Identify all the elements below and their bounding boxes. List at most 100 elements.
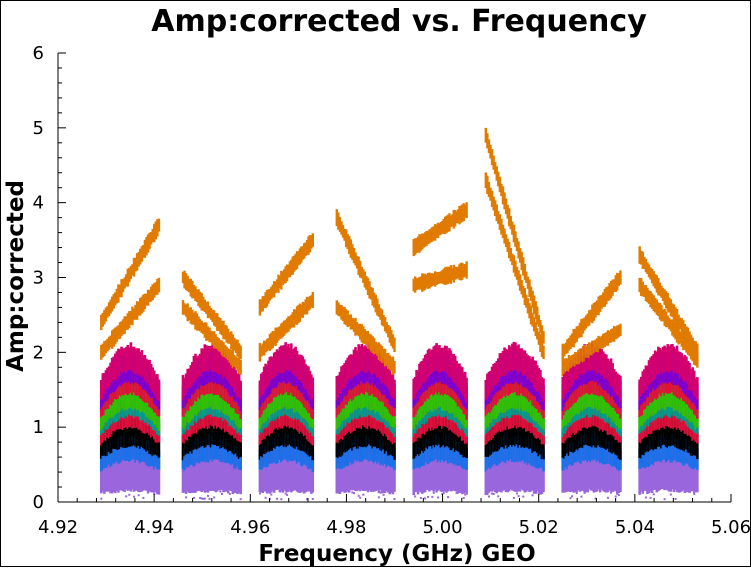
data-point-upper xyxy=(500,183,503,197)
data-point-column xyxy=(658,384,662,411)
data-point-upper xyxy=(114,292,117,306)
data-point-outlier xyxy=(142,496,145,499)
data-point-column xyxy=(368,444,371,491)
data-point-column xyxy=(267,452,270,493)
data-point-upper xyxy=(597,296,600,316)
data-point-upper xyxy=(492,155,495,170)
data-point-column xyxy=(347,451,351,493)
data-point-column xyxy=(652,447,655,490)
data-point-column xyxy=(423,393,427,416)
data-point-column xyxy=(682,410,685,431)
data-point-column xyxy=(365,446,368,491)
data-point-upper xyxy=(451,268,454,281)
data-point-column xyxy=(137,348,140,376)
data-point-column xyxy=(639,398,643,417)
data-point-column xyxy=(362,445,365,491)
data-point-upper xyxy=(453,266,457,280)
data-point-column xyxy=(390,445,393,468)
data-point-upper xyxy=(298,303,302,322)
data-point-column xyxy=(214,433,218,460)
data-point-column xyxy=(308,430,312,457)
data-point-column xyxy=(347,382,351,402)
data-point-column xyxy=(106,367,109,389)
data-point-upper xyxy=(267,337,270,350)
data-point-column xyxy=(233,426,236,455)
data-point-upper xyxy=(183,270,186,289)
data-point-upper xyxy=(675,308,679,328)
data-point-column xyxy=(614,454,618,492)
data-point-column xyxy=(649,426,652,451)
data-point-column xyxy=(605,440,608,465)
data-point-column xyxy=(678,351,682,379)
data-point-column xyxy=(653,350,657,380)
data-point-column xyxy=(685,437,688,464)
data-point-column xyxy=(674,348,677,373)
data-point-column xyxy=(537,431,541,457)
data-point-column xyxy=(138,352,142,376)
data-point-upper xyxy=(184,304,188,317)
data-point-column xyxy=(363,345,367,373)
data-point-column xyxy=(121,383,125,409)
data-point-column xyxy=(611,363,614,388)
data-point-upper xyxy=(509,247,512,262)
y-tick-label: 3 xyxy=(33,268,44,289)
data-point-column xyxy=(157,451,161,470)
data-point-column xyxy=(452,381,456,400)
data-point-column xyxy=(282,417,286,448)
data-point-upper xyxy=(680,332,683,347)
data-point-upper xyxy=(139,298,142,316)
data-point-column xyxy=(435,444,438,493)
data-point-column xyxy=(129,405,133,428)
data-point-column xyxy=(446,384,450,411)
data-point-column xyxy=(577,388,580,415)
data-point-upper xyxy=(693,346,696,365)
data-point-column xyxy=(214,446,218,493)
data-point-column xyxy=(305,400,309,421)
data-point-column xyxy=(486,396,489,415)
data-point-column xyxy=(598,387,602,410)
data-point-column xyxy=(531,421,534,454)
data-point-upper xyxy=(192,312,196,325)
data-point-column xyxy=(120,404,123,430)
data-point-column xyxy=(236,454,239,494)
data-point-column xyxy=(382,423,385,450)
data-point-column xyxy=(198,437,202,464)
data-point-column xyxy=(362,435,365,462)
data-point-column xyxy=(157,379,161,401)
data-point-column xyxy=(200,348,203,377)
data-point-column xyxy=(448,388,451,414)
data-point-column xyxy=(192,450,196,493)
data-point-upper xyxy=(458,264,461,280)
data-point-column xyxy=(422,395,426,419)
data-point-upper xyxy=(418,234,421,253)
data-point-column xyxy=(561,376,565,400)
data-point-column xyxy=(366,370,370,393)
data-point-column xyxy=(511,417,514,447)
data-point-upper xyxy=(422,233,425,248)
data-point-upper xyxy=(374,294,377,313)
data-point-column xyxy=(302,359,306,388)
data-point-upper xyxy=(285,318,289,333)
data-point-column xyxy=(337,430,340,459)
data-point-column xyxy=(526,423,530,448)
data-point-column xyxy=(226,423,230,453)
x-tick-label: 5.00 xyxy=(423,517,463,538)
data-point-column xyxy=(156,397,159,416)
data-point-column xyxy=(380,438,384,465)
data-point-column xyxy=(192,390,196,419)
data-point-column xyxy=(667,372,671,394)
data-point-upper xyxy=(206,326,210,341)
data-point-column xyxy=(377,353,381,378)
data-point-column xyxy=(300,448,303,493)
data-point-upper xyxy=(226,348,230,361)
data-point-column xyxy=(271,448,275,491)
data-point-upper xyxy=(666,293,669,312)
data-point-column xyxy=(691,455,694,492)
data-point-column xyxy=(110,414,114,435)
data-point-column xyxy=(385,441,389,468)
data-point-upper xyxy=(181,300,185,315)
data-point-column xyxy=(194,451,197,493)
data-point-column xyxy=(669,344,673,372)
data-point-column xyxy=(611,442,614,467)
data-point-column xyxy=(343,424,346,453)
